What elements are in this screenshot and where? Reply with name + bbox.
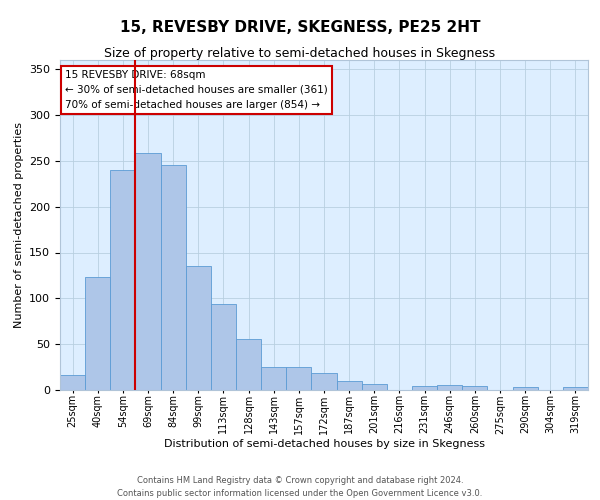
Text: 15 REVESBY DRIVE: 68sqm
← 30% of semi-detached houses are smaller (361)
70% of s: 15 REVESBY DRIVE: 68sqm ← 30% of semi-de… — [65, 70, 328, 110]
Bar — [437, 386, 462, 390]
Bar — [512, 387, 538, 390]
Text: Size of property relative to semi-detached houses in Skegness: Size of property relative to semi-detach… — [104, 48, 496, 60]
Bar — [311, 372, 337, 390]
Bar — [236, 338, 261, 390]
Bar — [563, 387, 588, 390]
Bar — [261, 367, 286, 390]
Bar — [60, 376, 85, 390]
Bar — [161, 166, 186, 390]
Bar — [337, 381, 362, 390]
Bar — [462, 386, 487, 390]
X-axis label: Distribution of semi-detached houses by size in Skegness: Distribution of semi-detached houses by … — [163, 439, 485, 449]
Bar — [136, 154, 161, 390]
Text: Contains HM Land Registry data © Crown copyright and database right 2024.
Contai: Contains HM Land Registry data © Crown c… — [118, 476, 482, 498]
Bar — [362, 384, 387, 390]
Text: 15, REVESBY DRIVE, SKEGNESS, PE25 2HT: 15, REVESBY DRIVE, SKEGNESS, PE25 2HT — [120, 20, 480, 35]
Y-axis label: Number of semi-detached properties: Number of semi-detached properties — [14, 122, 23, 328]
Bar — [286, 367, 311, 390]
Bar — [186, 266, 211, 390]
Bar — [85, 277, 110, 390]
Bar — [110, 170, 136, 390]
Bar — [211, 304, 236, 390]
Bar — [412, 386, 437, 390]
